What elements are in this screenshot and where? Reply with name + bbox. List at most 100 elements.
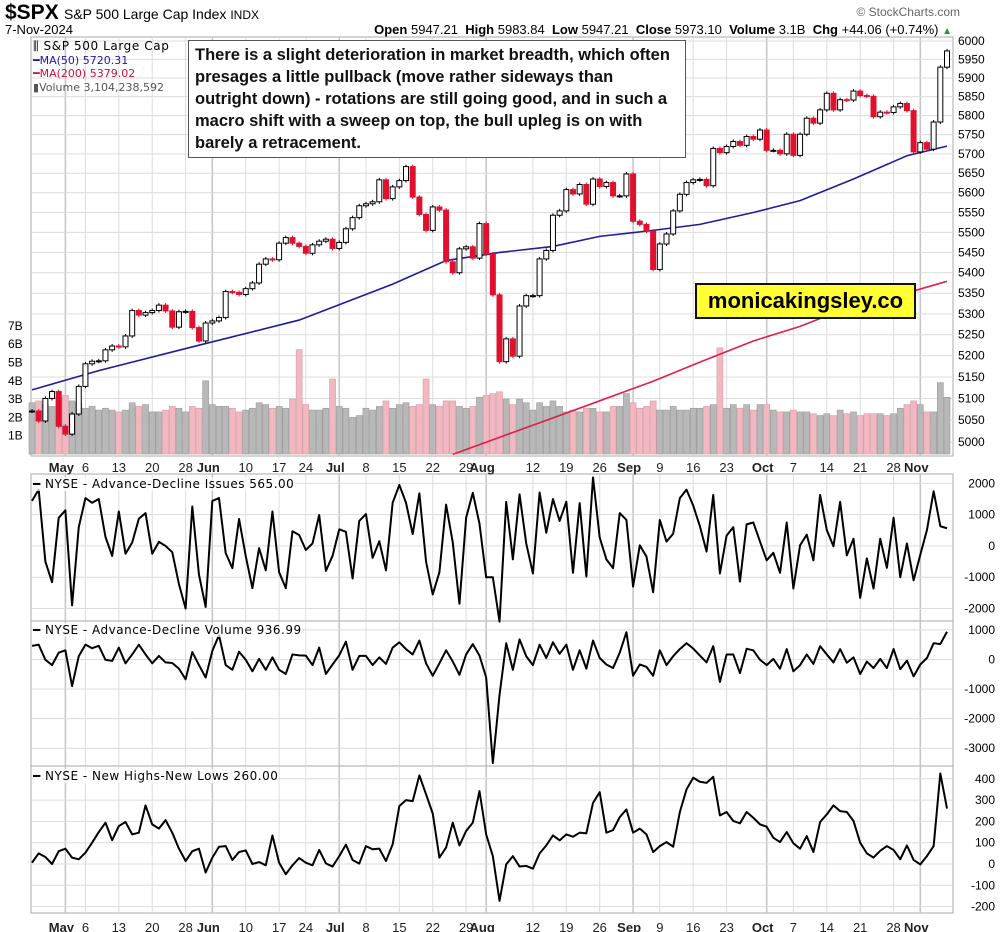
volume-bar (636, 407, 644, 455)
legend-ma200: ━MA(200) 5379.02 (33, 67, 136, 80)
candle (336, 241, 343, 249)
candle (803, 117, 810, 135)
price-tick-label: 5250 (958, 328, 985, 342)
legend-ma50: ━MA(50) 5720.31 (33, 53, 129, 67)
volume-bar (215, 406, 223, 455)
candle (216, 317, 223, 322)
volume-bar (736, 407, 744, 455)
candle (423, 213, 430, 231)
volume-bar (329, 378, 336, 455)
candle (222, 291, 229, 319)
volume-bar (816, 415, 824, 455)
candle (443, 209, 450, 263)
x-tick-label: 19 (559, 460, 573, 475)
candle (449, 261, 456, 274)
volume-bar (235, 411, 243, 455)
volume-bar (122, 409, 129, 455)
candle (75, 385, 82, 415)
candle (322, 238, 329, 242)
candle (409, 166, 416, 198)
volume-bars-icon: ▮ (33, 80, 40, 94)
volume-bar (750, 409, 757, 455)
x-tick-label: Jul (326, 920, 345, 932)
volume-bar (756, 404, 764, 455)
volume-bar (255, 402, 263, 455)
candle (736, 141, 743, 146)
volume-bar (249, 407, 256, 455)
candle (563, 189, 570, 212)
candle (416, 196, 423, 215)
volume-bar (342, 407, 350, 455)
x-tick-label: 8 (362, 920, 369, 932)
candle (456, 248, 463, 274)
x-tick-label: 13 (112, 460, 126, 475)
volume-bar (536, 402, 543, 455)
x-tick-label: 14 (820, 920, 834, 932)
x-tick-label: 28 (886, 920, 900, 932)
x-tick-label: 7 (790, 920, 797, 932)
candle (730, 141, 737, 147)
volume-bar (422, 378, 430, 455)
candle (69, 413, 76, 435)
indicator-tick-label: 1000 (968, 508, 995, 522)
candle (35, 410, 42, 422)
volume-bar (937, 382, 944, 455)
candle (850, 90, 857, 101)
candle (676, 193, 683, 212)
volume-bar (429, 404, 437, 455)
x-tick-label: 9 (656, 920, 663, 932)
indicator-line-2 (31, 631, 948, 765)
x-tick-label: 12 (526, 460, 540, 475)
volume-bar (95, 409, 103, 455)
volume-bar (683, 409, 690, 455)
volume-bar (663, 409, 670, 455)
indicator-tick-label: -100 (971, 878, 995, 892)
legend-ma50-label: MA(50) 5720.31 (39, 53, 129, 67)
candle (229, 291, 236, 294)
indicator-tick-label: 400 (975, 772, 995, 786)
candle (175, 311, 182, 328)
volume-bar (496, 391, 503, 455)
price-tick-label: 5750 (958, 128, 985, 142)
volume-bar (269, 407, 276, 455)
candle (543, 249, 550, 260)
volume-bar (48, 406, 56, 455)
candle (189, 310, 196, 329)
candle (897, 102, 904, 108)
candle (115, 345, 122, 348)
index-name: S&P 500 Large Cap Index INDX (64, 6, 259, 22)
indicator-tick-label: -2000 (964, 712, 995, 726)
price-tick-label: 5850 (958, 90, 985, 104)
volume-bar (375, 406, 383, 455)
candle (202, 322, 209, 342)
volume-value: 3.1B (778, 22, 806, 37)
volume-bar (623, 393, 630, 455)
price-tick-label: 6000 (958, 34, 985, 48)
volume-tick-label: 7B (8, 319, 23, 333)
candle (503, 338, 510, 363)
price-tick-label: 5300 (958, 307, 985, 321)
candle-icon: ⫼ (33, 39, 40, 53)
candle (910, 110, 917, 153)
x-tick-label: 6 (82, 920, 89, 932)
volume-bar (349, 417, 356, 455)
open-label: Open (374, 22, 408, 37)
volume-bar (943, 396, 951, 455)
volume-bar (222, 406, 229, 455)
volume-bar (676, 409, 684, 455)
price-tick-label: 5000 (958, 435, 985, 449)
price-legend: ⫼ S&P 500 Large Cap ━MA(50) 5720.31 ━MA(… (33, 39, 170, 94)
legend-series-label: S&P 500 Large Cap (43, 39, 170, 53)
price-tick-label: 5600 (958, 186, 985, 200)
candle (616, 195, 623, 198)
candle (944, 50, 950, 68)
candle (476, 223, 483, 259)
indicator-tick-label: 0 (988, 857, 995, 871)
price-tick-label: 5450 (958, 245, 985, 259)
x-tick-label: 17 (272, 460, 286, 475)
x-tick-label: 21 (853, 460, 867, 475)
x-tick-label: 12 (526, 920, 540, 932)
panel-frame-3 (30, 765, 954, 914)
volume-bar (856, 415, 864, 455)
candle (389, 186, 396, 200)
